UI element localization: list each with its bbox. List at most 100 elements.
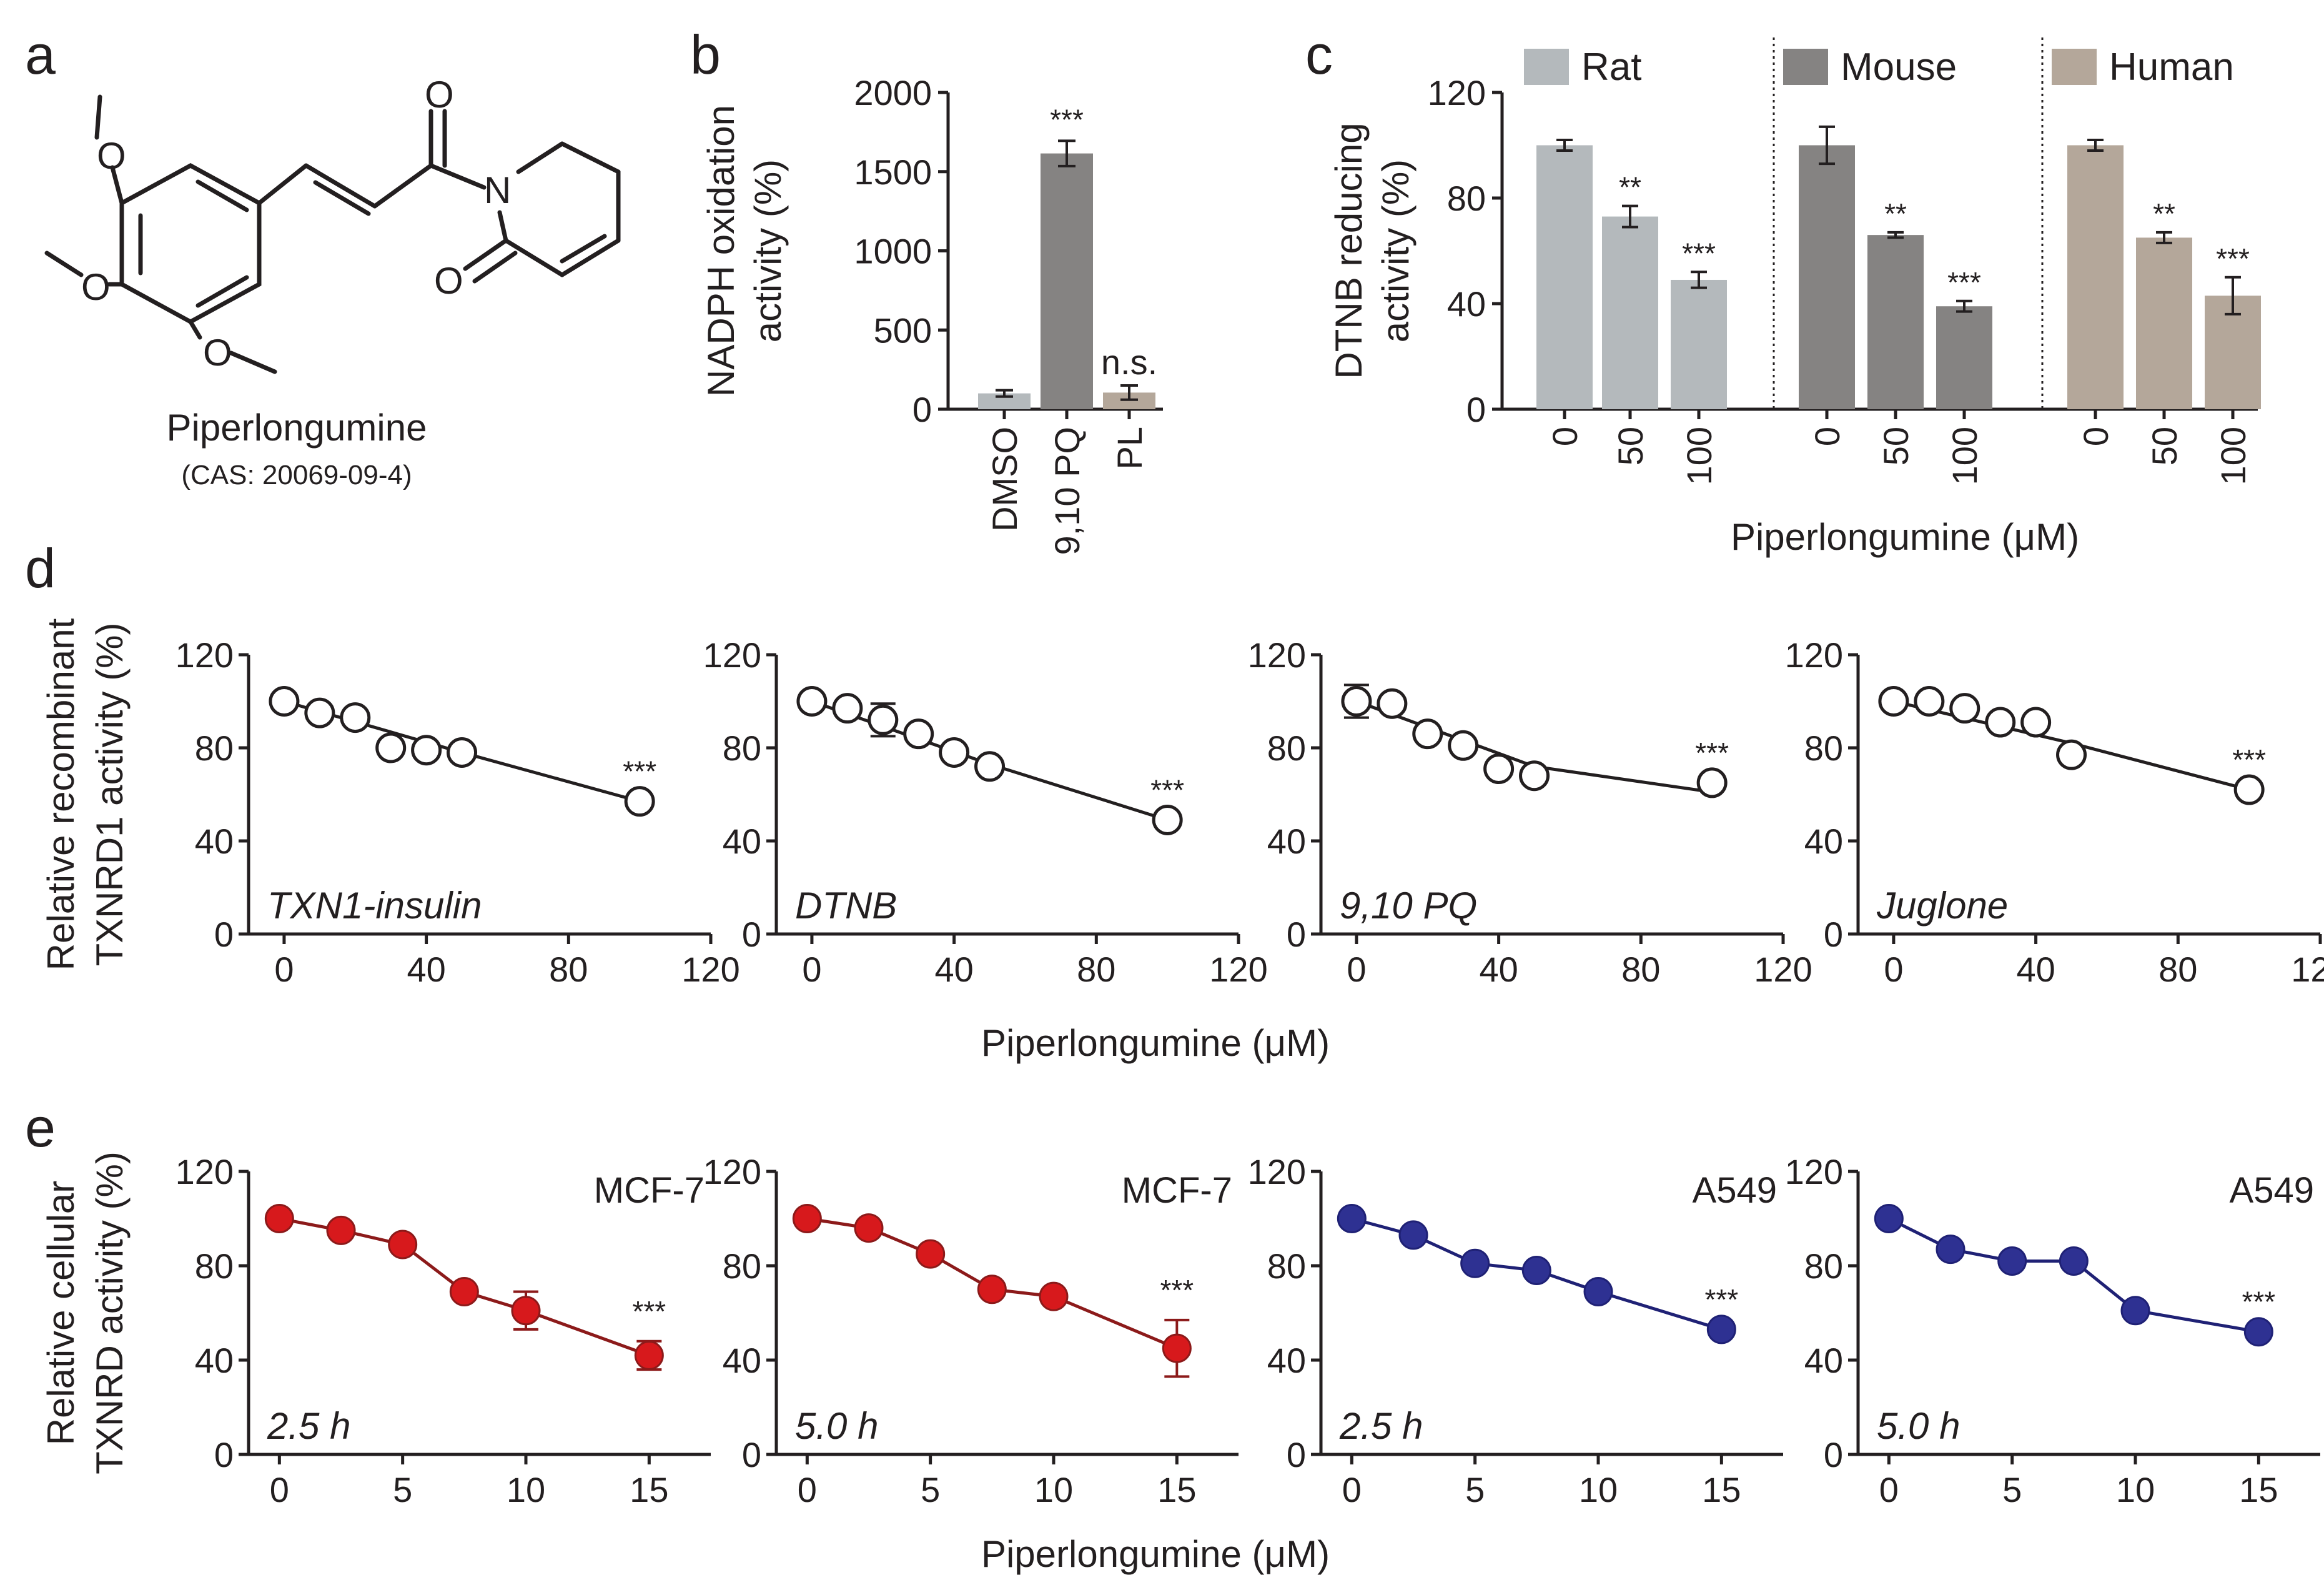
b-x-tick-label: 9,10 PQ xyxy=(1047,427,1087,555)
scatter-point xyxy=(326,1215,356,1245)
c-significance: *** xyxy=(2216,242,2250,275)
scatter-x-tick-label: 80 xyxy=(1077,950,1115,989)
c-bar xyxy=(1936,306,1992,409)
scatter-y-tick-label: 120 xyxy=(1785,635,1843,675)
scatter-significance: *** xyxy=(1704,1283,1738,1316)
lactam-bond xyxy=(516,141,565,174)
scatter-point xyxy=(1519,760,1550,792)
scatter-y-tick-label: 0 xyxy=(742,915,761,954)
atom-o-lactam: O xyxy=(434,260,463,302)
c-x-tick-label: 50 xyxy=(2145,427,2184,465)
scatter-x-tick-label: 40 xyxy=(1479,950,1518,989)
chart-e-x-axis-label: Piperlongumine (μM) xyxy=(981,1533,1330,1575)
scatter-significance: *** xyxy=(1150,773,1184,806)
scatter-x-tick-label: 0 xyxy=(802,950,821,989)
scatter-y-tick-label: 80 xyxy=(1267,1246,1306,1286)
scatter-x-tick-label: 5 xyxy=(2002,1470,2022,1509)
scatter-x-tick-label: 80 xyxy=(1621,950,1660,989)
c-y-axis-label: DTNB reducing xyxy=(1328,122,1370,379)
scatter-point xyxy=(1398,1220,1428,1250)
chart-e-y-axis-label: TXNRD activity (%) xyxy=(89,1151,131,1474)
chain-bond xyxy=(304,163,377,209)
scatter-x-tick-label: 5 xyxy=(1465,1470,1485,1509)
scatter-point xyxy=(2243,1317,2273,1347)
c-bar xyxy=(2067,145,2124,409)
c-y-tick-label: 40 xyxy=(1447,284,1486,324)
scatter-y-tick-label: 80 xyxy=(195,728,234,768)
c-legend-label: Mouse xyxy=(1841,46,1957,89)
c-x-tick-label: 100 xyxy=(1679,427,1719,485)
scatter-y-tick-label: 40 xyxy=(195,822,234,861)
scatter-x-tick-label: 10 xyxy=(1579,1470,1618,1509)
c-x-tick-label: 50 xyxy=(1876,427,1916,465)
scatter-y-tick-label: 40 xyxy=(195,1341,234,1380)
scatter-point xyxy=(411,735,442,766)
b-y-tick-label: 1000 xyxy=(854,232,932,271)
scatter-point xyxy=(1706,1314,1736,1344)
scatter-point xyxy=(388,1230,418,1260)
scatter-y-tick-label: 80 xyxy=(1267,728,1306,768)
scatter-time-label: 5.0 h xyxy=(795,1405,878,1447)
scatter-point xyxy=(903,718,934,750)
scatter-point xyxy=(1377,688,1408,719)
panel-label-b: b xyxy=(690,24,721,86)
ring-double-bond xyxy=(195,179,249,212)
scatter-point xyxy=(974,751,1006,782)
scatter-y-tick-label: 80 xyxy=(723,728,761,768)
lactam-bond xyxy=(497,210,508,243)
scatter-y-tick-label: 120 xyxy=(1248,1152,1306,1191)
scatter-condition-label: 9,10 PQ xyxy=(1340,885,1477,927)
scatter-point xyxy=(1583,1277,1613,1307)
scatter-significance: *** xyxy=(623,755,656,788)
scatter-point xyxy=(447,737,478,768)
scatter-x-tick-label: 10 xyxy=(2116,1470,2155,1509)
scatter-significance: *** xyxy=(1695,737,1729,769)
scatter-x-tick-label: 15 xyxy=(630,1470,668,1509)
chart-d-y-axis-label: TXNRD1 activity (%) xyxy=(89,622,131,966)
methoxy-bond xyxy=(110,165,124,206)
c-y-tick-label: 80 xyxy=(1447,179,1486,218)
scatter-x-tick-label: 5 xyxy=(921,1470,940,1509)
chart-d-panel: 0 40 80 120 0 40 80 120 *** 9,10 PQ xyxy=(1248,635,1812,989)
scatter-point xyxy=(1337,1204,1367,1233)
scatter-y-tick-label: 40 xyxy=(1267,1341,1306,1380)
chart-d-panel: 0 40 80 120 0 40 80 120 *** Juglone xyxy=(1785,635,2324,989)
c-x-axis-label: Piperlongumine (μM) xyxy=(1731,516,2079,558)
chart-d-y-axis-label: Relative recombinant xyxy=(40,618,82,970)
chart-e-panel: 0 40 80 120 0 5 10 15 *** 2.5 h A549 xyxy=(1248,1152,1783,1509)
b-y-axis-label: NADPH oxidation xyxy=(700,105,742,397)
scatter-condition-label: DTNB xyxy=(795,885,897,927)
scatter-point xyxy=(2056,739,2087,770)
scatter-point xyxy=(1521,1256,1551,1286)
molecule-cas: (CAS: 20069-09-4) xyxy=(181,460,412,490)
chart-e: 0 40 80 120 0 5 10 15 *** 2.5 h MCF-7 0 40 80 120 0 5 10 1… xyxy=(40,1151,2320,1575)
scatter-x-tick-label: 10 xyxy=(507,1470,545,1509)
scatter-significance: *** xyxy=(1160,1274,1194,1306)
amide-bond xyxy=(428,163,487,190)
c-y-tick-label: 120 xyxy=(1428,73,1486,112)
c-significance: *** xyxy=(1682,237,1716,269)
scatter-point xyxy=(1448,730,1479,761)
c-x-tick-label: 0 xyxy=(1807,427,1847,446)
scatter-point xyxy=(1412,718,1443,750)
scatter-point xyxy=(340,702,371,733)
scatter-point xyxy=(375,732,407,763)
b-y-tick-label: 500 xyxy=(874,311,932,350)
c-significance: ** xyxy=(1884,197,1907,230)
atom-o-2: O xyxy=(81,266,111,308)
lactam-bond xyxy=(560,141,621,174)
b-x-tick-label: DMSO xyxy=(985,427,1024,532)
methoxy-bond xyxy=(44,251,84,277)
scatter-x-tick-label: 80 xyxy=(549,950,588,989)
scatter-point xyxy=(977,1275,1007,1304)
molecule-atom-labels: O O O O N O Piperlongumine (CAS: 20069-0… xyxy=(81,74,511,490)
c-legend-label: Human xyxy=(2109,46,2234,89)
c-legend-swatch xyxy=(1783,49,1828,85)
b-y-tick-label: 1500 xyxy=(854,152,932,192)
piperlongumine-structure xyxy=(44,94,621,374)
c-x-tick-label: 50 xyxy=(1611,427,1650,465)
scatter-point xyxy=(792,1204,822,1233)
scatter-y-tick-label: 120 xyxy=(1785,1152,1843,1191)
chart-d-x-axis-label: Piperlongumine (μM) xyxy=(981,1022,1330,1064)
scatter-point xyxy=(1460,1248,1490,1278)
